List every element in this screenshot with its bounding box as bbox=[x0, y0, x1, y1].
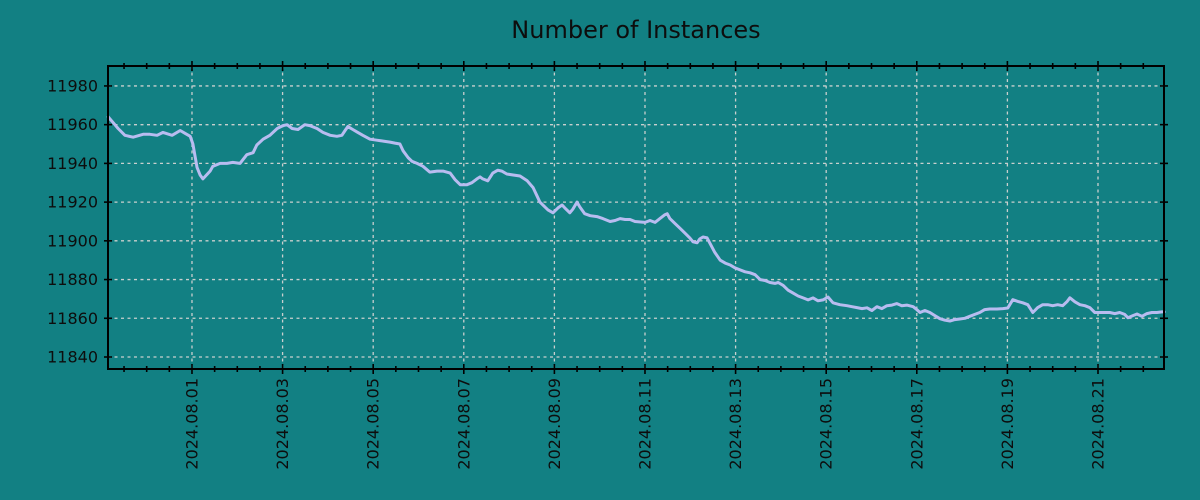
y-tick-label: 11840 bbox=[47, 347, 98, 366]
plot-border bbox=[107, 65, 1165, 370]
x-tick-label: 2024.08.17 bbox=[907, 378, 926, 470]
y-tick-label: 11860 bbox=[47, 309, 98, 328]
x-tick-label: 2024.08.21 bbox=[1088, 378, 1107, 470]
x-tick-label: 2024.08.11 bbox=[635, 378, 654, 470]
y-tick-label: 11980 bbox=[47, 76, 98, 95]
y-tick-label: 11920 bbox=[47, 193, 98, 212]
x-tick-label: 2024.08.01 bbox=[182, 378, 201, 470]
y-tick-label: 11960 bbox=[47, 115, 98, 134]
series-line bbox=[106, 115, 1166, 323]
y-tick-label: 11880 bbox=[47, 270, 98, 289]
x-tick-label: 2024.08.07 bbox=[454, 378, 473, 470]
y-tick-label: 11940 bbox=[47, 154, 98, 173]
x-tick-label: 2024.08.09 bbox=[545, 378, 564, 470]
x-tick-label: 2024.08.13 bbox=[726, 378, 745, 470]
x-axis-labels: 2024.08.01 2024.08.03 2024.08.05 2024.08.07… bbox=[182, 378, 1107, 470]
y-axis-labels: 11840 11860 11880 11900 11920 11940 11960 11980 bbox=[47, 76, 98, 366]
x-tick-label: 2024.08.05 bbox=[364, 378, 383, 470]
x-tick-label: 2024.08.15 bbox=[817, 378, 836, 470]
x-tick-label: 2024.08.03 bbox=[273, 378, 292, 470]
tick-marks bbox=[104, 61, 1168, 374]
x-tick-label: 2024.08.19 bbox=[998, 378, 1017, 470]
y-tick-label: 11900 bbox=[47, 231, 98, 250]
chart-title: Number of Instances bbox=[511, 16, 760, 44]
